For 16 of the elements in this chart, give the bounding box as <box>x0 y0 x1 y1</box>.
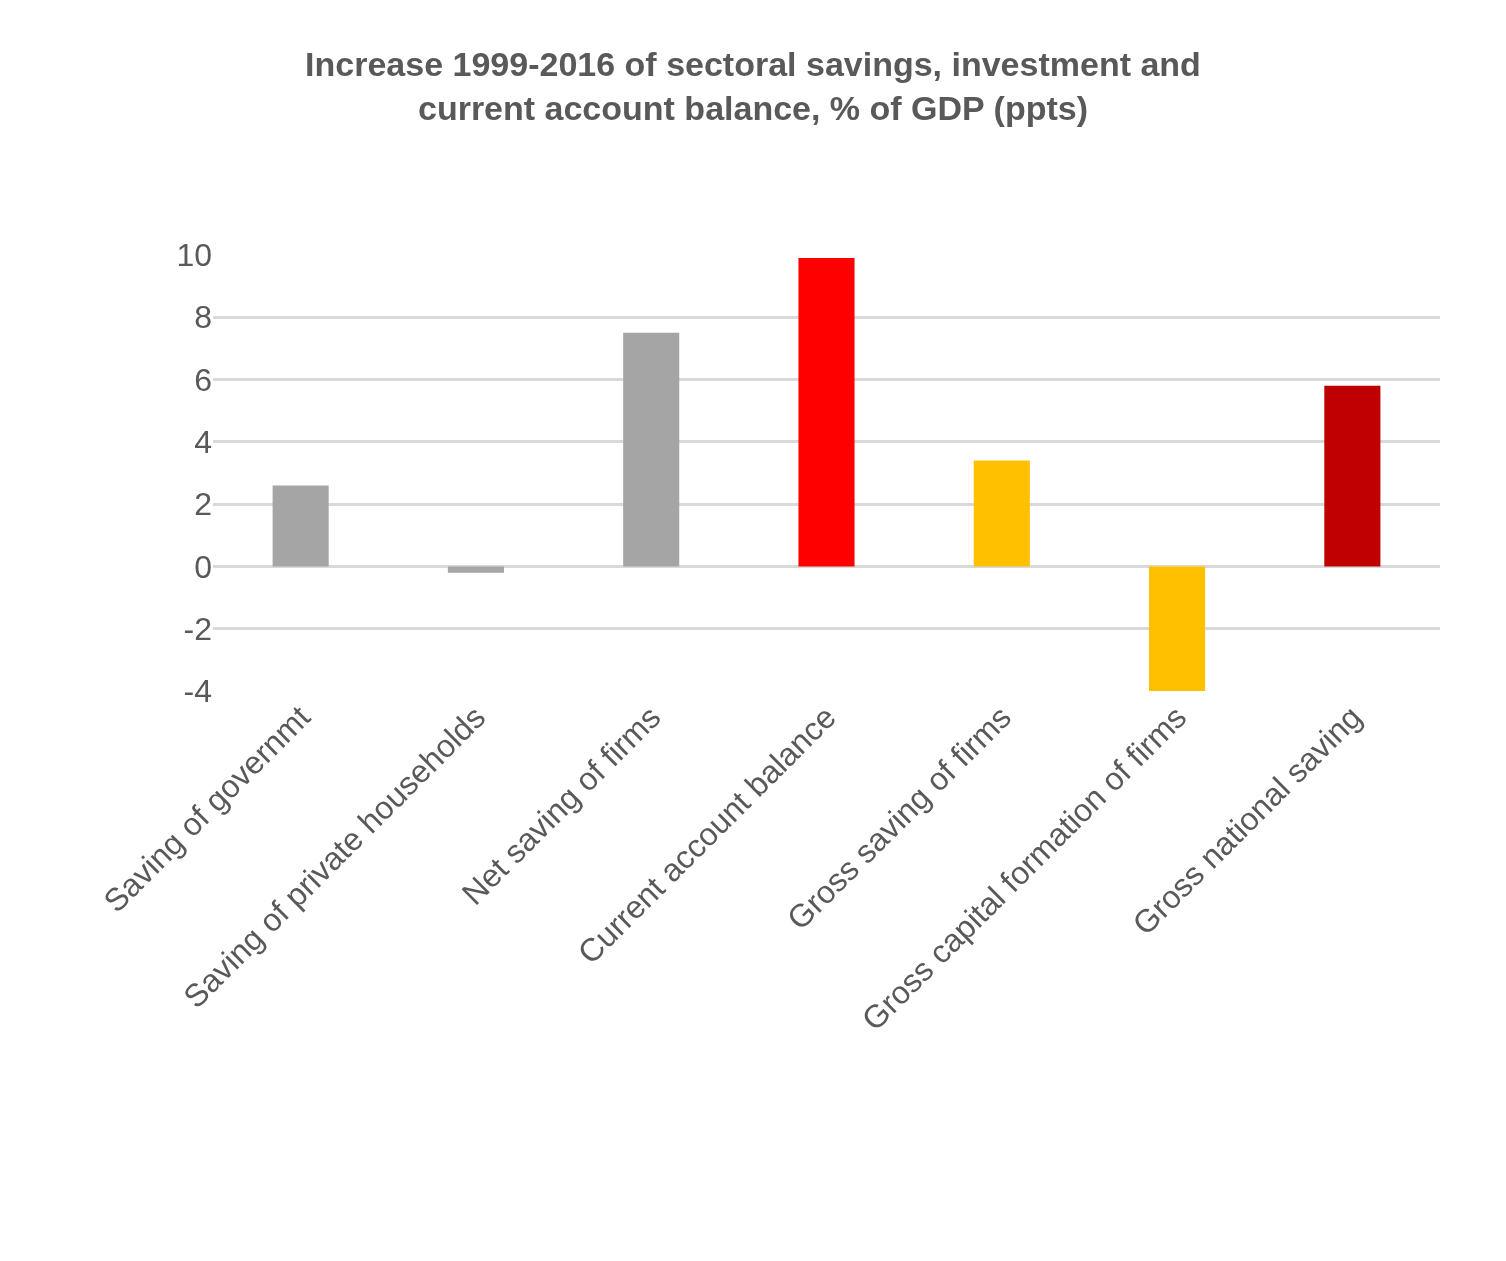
y-tick-label: 0 <box>194 548 212 585</box>
bar <box>798 258 855 567</box>
bar <box>272 485 329 567</box>
bar <box>1324 385 1381 567</box>
bar <box>623 332 680 567</box>
y-tick-label: 2 <box>194 486 212 523</box>
y-tick-label: 4 <box>194 424 212 461</box>
y-tick-label: -4 <box>183 673 212 710</box>
y-tick-label: 6 <box>194 361 212 398</box>
bar <box>447 566 504 573</box>
y-tick-label: 10 <box>176 237 212 274</box>
y-tick-label: 8 <box>194 299 212 336</box>
bar <box>1149 566 1206 691</box>
y-tick-label: -2 <box>183 610 212 647</box>
bar <box>973 460 1030 567</box>
chart-title: Increase 1999-2016 of sectoral savings, investment and current account balance, % of GDP (ppts) <box>305 44 1201 127</box>
